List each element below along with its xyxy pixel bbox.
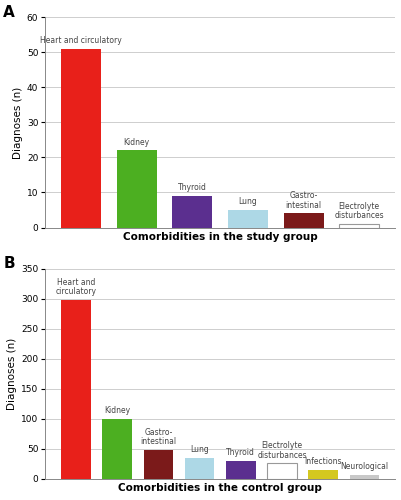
Y-axis label: Diagnoses (n): Diagnoses (n) [13,86,22,158]
Bar [267,464,296,479]
Text: Thyroid: Thyroid [178,183,206,192]
Bar [308,470,337,479]
Bar [172,196,212,228]
Y-axis label: Diagnoses (n): Diagnoses (n) [7,338,17,410]
Text: Kidney: Kidney [124,138,150,146]
Text: Heart and
circulatory: Heart and circulatory [55,278,96,296]
Bar [143,450,173,479]
Text: B: B [3,256,15,271]
Text: Lung: Lung [238,197,257,206]
X-axis label: Comorbidities in the study group: Comorbidities in the study group [122,232,317,241]
Text: A: A [3,5,15,20]
Text: Electrolyte
disturbances: Electrolyte disturbances [334,202,383,220]
Text: Gastro-
intestinal: Gastro- intestinal [140,428,176,446]
X-axis label: Comorbidities in the control group: Comorbidities in the control group [118,483,321,493]
Text: Lung: Lung [190,445,209,454]
Bar [227,210,267,228]
Bar [61,49,101,228]
Bar [184,458,214,479]
Text: Neurological: Neurological [339,462,387,471]
Bar [225,461,255,479]
Text: Thyroid: Thyroid [226,448,255,457]
Bar [338,224,378,228]
Bar [102,419,132,479]
Text: Kidney: Kidney [104,406,130,415]
Bar [117,150,156,228]
Bar [61,300,91,479]
Text: Heart and circulatory: Heart and circulatory [40,36,122,45]
Text: Electrolyte
disturbances: Electrolyte disturbances [257,441,306,460]
Text: Gastro-
intestinal: Gastro- intestinal [285,191,321,210]
Text: Infections: Infections [304,457,341,466]
Bar [283,214,323,228]
Bar [348,474,378,479]
